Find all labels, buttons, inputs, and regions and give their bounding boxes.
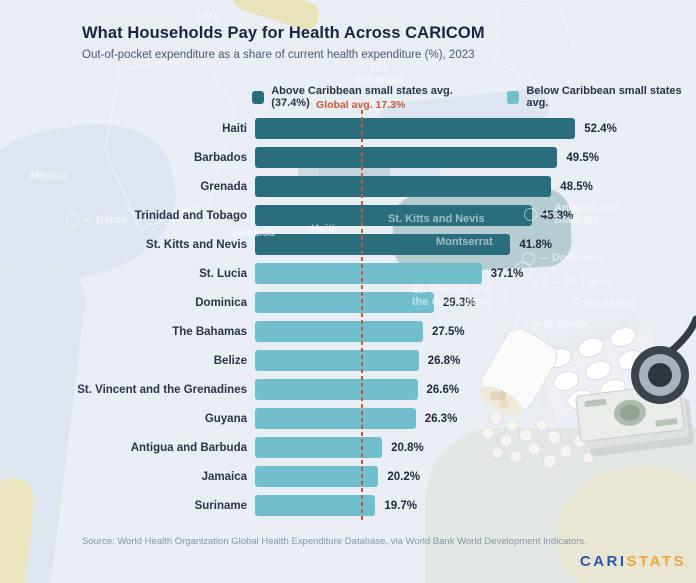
legend-swatch-below (507, 90, 520, 104)
value-bar (255, 292, 434, 313)
bar-row: Belize 26.8% (0, 346, 696, 375)
country-label: Barbados (193, 151, 247, 164)
value-bar (255, 176, 552, 197)
value-bar (255, 350, 419, 371)
country-label: St. Kitts and Nevis (146, 238, 247, 251)
value-label: 29.3% (443, 296, 476, 309)
value-bar (255, 379, 418, 400)
value-label: 49.5% (566, 151, 599, 164)
value-label: 52.4% (584, 122, 617, 135)
value-bar (255, 408, 416, 429)
bar-row: St. Lucia 37.1% (0, 259, 696, 288)
value-bar (255, 495, 376, 516)
header: What Households Pay for Health Across CA… (82, 24, 485, 61)
value-bar (255, 205, 532, 226)
bar-row: Barbados 49.5% (0, 143, 696, 172)
country-label: Suriname (194, 499, 247, 512)
map-label: USA (197, 12, 221, 24)
value-label: 27.5% (432, 325, 465, 338)
bar-row: St. Vincent and the Grenadines 26.6% (0, 375, 696, 404)
value-label: 19.7% (384, 499, 417, 512)
country-label: Belize (213, 354, 247, 367)
value-label: 26.3% (424, 412, 458, 425)
bar-row: Suriname 19.7% (0, 491, 696, 520)
value-label: 26.8% (427, 354, 461, 367)
value-label: 26.6% (426, 383, 460, 396)
value-label: 45.3% (540, 209, 574, 222)
map-label: The Bahamas (354, 62, 404, 87)
country-label: Guyana (204, 412, 247, 425)
value-bar (255, 234, 511, 255)
value-label: 41.8% (519, 238, 552, 251)
country-label: Dominica (195, 296, 247, 309)
bar-row: Guyana 26.3% (0, 404, 696, 433)
legend-label-below: Below Caribbean small states avg. (526, 85, 682, 109)
country-label: Haiti (222, 122, 247, 135)
page-title: What Households Pay for Health Across CA… (82, 24, 485, 42)
country-label: Antigua and Barbuda (130, 441, 247, 454)
bar-chart: Haiti 52.4% Barbados 49.5% Grenada 48.5% Trini… (0, 114, 696, 520)
logo-part-2: STATS (626, 553, 686, 570)
country-label: Grenada (200, 180, 247, 193)
legend-swatch-above (252, 90, 265, 104)
value-bar (255, 437, 383, 458)
value-bar (255, 147, 558, 168)
value-bar (255, 263, 482, 284)
country-label: The Bahamas (172, 325, 247, 338)
global-avg-annotation: Global avg. 17.3% (316, 99, 406, 111)
country-label: St. Lucia (199, 267, 247, 280)
bar-row: The Bahamas 27.5% (0, 317, 696, 346)
value-label: 20.8% (391, 441, 424, 454)
country-label: St. Vincent and the Grenadines (77, 383, 247, 396)
bar-row: Grenada 48.5% (0, 172, 696, 201)
source-note: Source: World Health Organization Global… (82, 536, 587, 547)
bar-row: Dominica 29.3% (0, 288, 696, 317)
value-bar (255, 466, 379, 487)
country-label: Jamaica (201, 470, 247, 483)
bar-row: Trinidad and Tobago 45.3% (0, 201, 696, 230)
country-label: Trinidad and Tobago (134, 209, 247, 222)
bar-row: Antigua and Barbuda 20.8% (0, 433, 696, 462)
caristats-logo: CARISTATS (580, 553, 686, 570)
value-bar (255, 118, 576, 139)
logo-part-1: CARI (579, 553, 627, 570)
value-label: 48.5% (560, 180, 593, 193)
legend-item-below: Below Caribbean small states avg. (507, 85, 696, 109)
bar-row: Jamaica 20.2% (0, 462, 696, 491)
page-subtitle: Out-of-pocket expenditure as a share of … (82, 49, 475, 61)
value-label: 20.2% (387, 470, 420, 483)
bar-row: St. Kitts and Nevis 41.8% (0, 230, 696, 259)
global-avg-reference-line (360, 110, 363, 523)
value-label: 37.1% (490, 267, 524, 280)
value-bar (255, 321, 423, 342)
bar-rows: Haiti 52.4% Barbados 49.5% Grenada 48.5% Trini… (0, 114, 696, 520)
bar-row: Haiti 52.4% (0, 114, 696, 143)
